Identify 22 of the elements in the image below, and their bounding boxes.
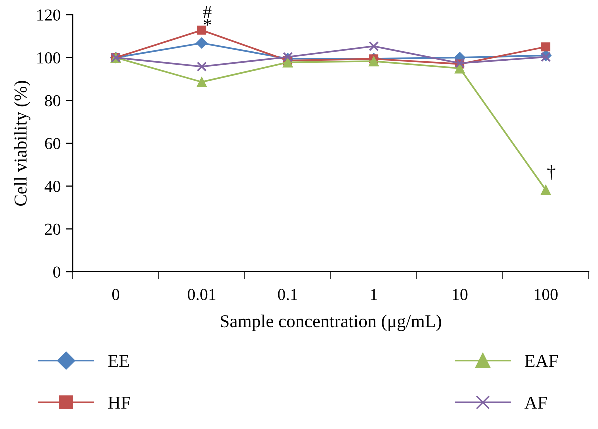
x-tick-label: 0.1 <box>278 289 298 300</box>
y-tick-label: 80 <box>45 95 61 107</box>
y-tick-label: 60 <box>45 138 61 150</box>
y-tick-label: 100 <box>38 52 61 64</box>
x-tick-label: 0 <box>112 289 120 300</box>
legend-label: AF <box>524 396 548 409</box>
y-tick-label: 20 <box>45 224 61 236</box>
annotation: † <box>548 165 556 180</box>
y-tick-label: 120 <box>38 10 61 21</box>
y-axis-title: Cell viability (%) <box>14 81 31 206</box>
annotation: * <box>204 19 212 26</box>
x-tick-label: 0.01 <box>188 289 216 300</box>
annotation: # <box>203 6 212 18</box>
x-tick-label: 100 <box>534 289 558 300</box>
legend-label: EAF <box>525 355 558 368</box>
y-tick-label: 40 <box>44 181 61 192</box>
legend-label: HF <box>108 397 130 409</box>
y-tick-label: 0 <box>53 266 61 278</box>
x-axis-title: Sample concentration (μg/mL) <box>221 314 442 332</box>
x-tick-label: 10 <box>453 289 468 300</box>
x-tick-label: 1 <box>371 289 378 300</box>
legend-label: EE <box>108 355 130 368</box>
